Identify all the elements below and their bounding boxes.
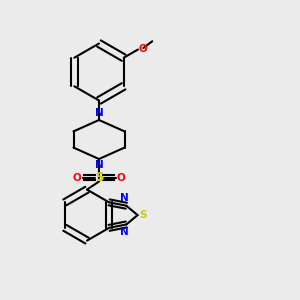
Text: N: N <box>121 227 129 237</box>
Text: O: O <box>116 172 125 183</box>
Text: S: S <box>139 210 147 220</box>
Text: S: S <box>95 171 103 184</box>
Text: O: O <box>139 44 148 55</box>
Text: N: N <box>94 109 103 118</box>
Text: N: N <box>121 193 129 203</box>
Text: N: N <box>94 160 103 170</box>
Text: O: O <box>73 172 82 183</box>
